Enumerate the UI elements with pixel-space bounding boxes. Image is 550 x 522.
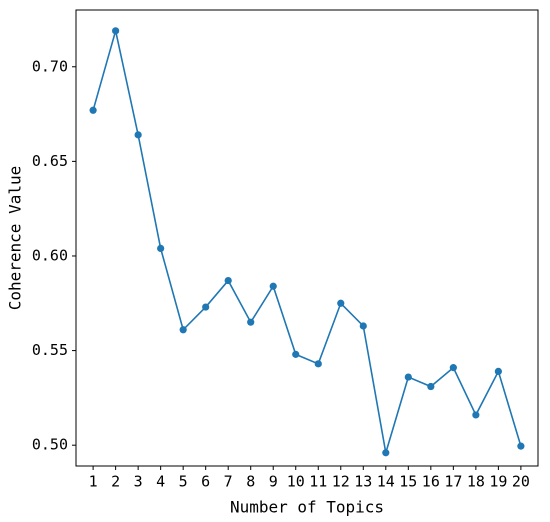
point [292, 350, 300, 358]
x-axis-title: Number of Topics [230, 498, 384, 517]
x-tick-label: 20 [512, 473, 530, 491]
x-tick-label: 13 [354, 473, 372, 491]
point [314, 360, 322, 368]
x-tick-label: 14 [377, 473, 395, 491]
point [449, 364, 457, 372]
point [337, 299, 345, 307]
x-tick-label: 11 [309, 473, 327, 491]
y-tick-label: 0.55 [32, 341, 68, 359]
x-tick-label: 18 [467, 473, 485, 491]
y-tick-label: 0.65 [32, 152, 68, 170]
line [92, 30, 522, 453]
point [89, 106, 97, 114]
y-tick-label: 0.60 [32, 246, 68, 264]
point [224, 276, 232, 285]
point [427, 382, 435, 391]
x-tick-label: 10 [287, 473, 305, 491]
y-axis-title: Coherence Value [6, 166, 25, 311]
x-tick-label: 1 [89, 473, 98, 491]
point [157, 244, 165, 253]
point [269, 282, 277, 290]
x-tick-label: 12 [332, 473, 350, 491]
point [247, 318, 255, 326]
point [134, 131, 142, 139]
y-tick-label: 0.50 [32, 436, 68, 454]
x-tick-label: 5 [179, 473, 188, 491]
x-tick-label: 6 [201, 473, 210, 491]
x-tick-label: 9 [269, 473, 278, 491]
point [179, 326, 187, 334]
point [112, 27, 120, 35]
x-tick-label: 16 [422, 473, 440, 491]
x-tick-label: 4 [156, 473, 165, 491]
point [359, 322, 367, 330]
x-tick-label: 7 [224, 473, 233, 491]
x-tick-label: 15 [399, 473, 417, 491]
point [382, 449, 390, 457]
point [404, 373, 412, 381]
plot-frame [75, 9, 539, 467]
y-tick-label: 0.70 [32, 57, 68, 75]
x-tick-label: 3 [134, 473, 143, 491]
x-tick-label: 17 [444, 473, 462, 491]
point [517, 442, 525, 450]
point [494, 367, 502, 375]
x-tick-label: 8 [246, 473, 255, 491]
x-tick-label: 2 [111, 473, 120, 491]
point [472, 411, 480, 419]
x-tick-label: 19 [489, 473, 507, 491]
point [202, 303, 210, 311]
